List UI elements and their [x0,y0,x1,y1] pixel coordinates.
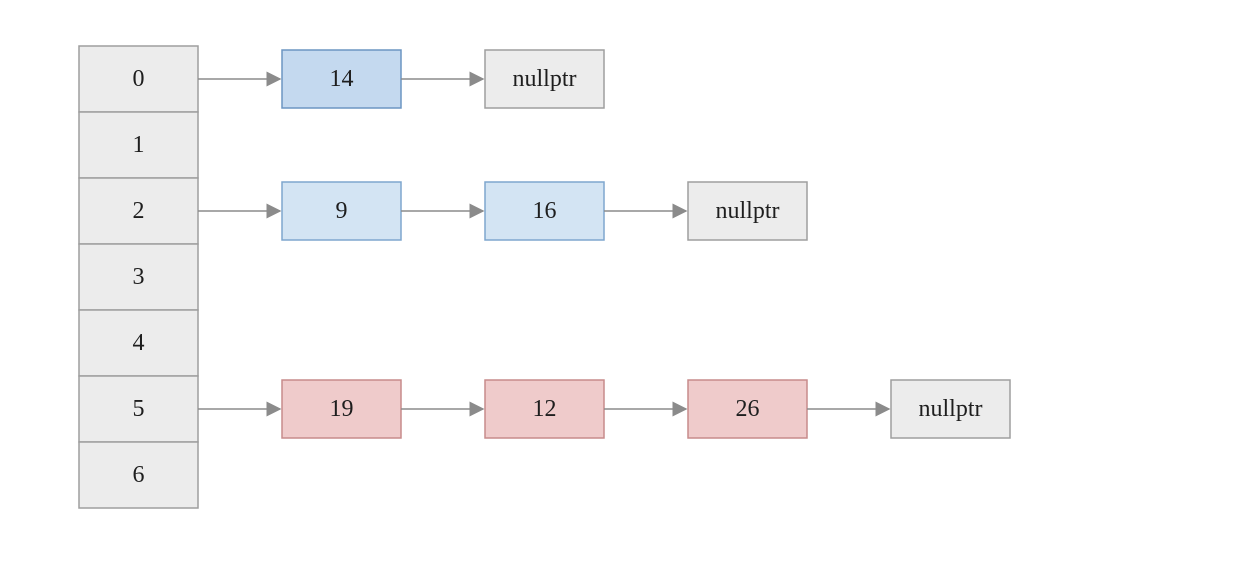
chain-0-node-1-label: nullptr [513,66,577,92]
chain-5-node-3-label: nullptr [919,396,983,422]
bucket-label-2: 2 [133,198,145,224]
chain-2-node-1-label: 16 [533,198,557,224]
chain-2-node-2-label: nullptr [716,198,780,224]
chain-5-node-2-label: 26 [736,396,760,422]
chain-0-node-0-label: 14 [330,66,354,92]
bucket-label-4: 4 [133,330,145,356]
bucket-label-6: 6 [133,462,145,488]
chain-5-node-0-label: 19 [330,396,354,422]
bucket-label-3: 3 [133,264,145,290]
chain-2-node-0-label: 9 [336,198,348,224]
bucket-label-1: 1 [133,132,145,158]
hash-table-diagram: 012345614nullptr916nullptr191226nullptr [0,0,1246,563]
bucket-label-0: 0 [133,66,145,92]
chain-5-node-1-label: 12 [533,396,557,422]
bucket-label-5: 5 [133,396,145,422]
